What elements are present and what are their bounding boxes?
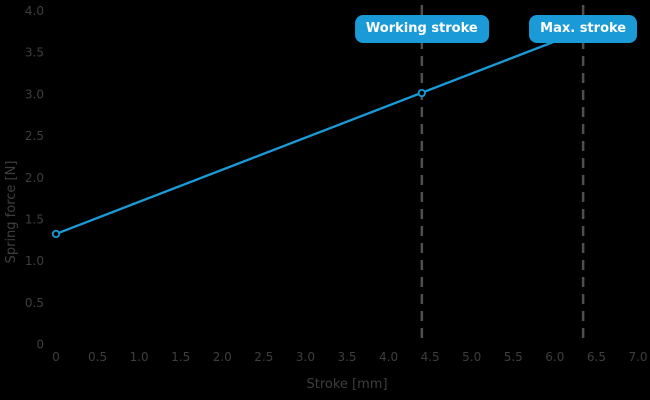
series-lines — [51, 29, 584, 239]
x-tick-label: 5.5 — [504, 350, 523, 364]
y-tick-label: 0 — [36, 338, 44, 352]
y-axis-title: Spring force [N] — [4, 161, 19, 264]
annotation-max-stroke: Max. stroke — [529, 15, 638, 43]
x-tick-label: 0.5 — [88, 350, 107, 364]
x-tick-label: 3.5 — [337, 350, 356, 364]
y-tick-label: 0.5 — [25, 296, 44, 310]
y-tick-label: 2.5 — [25, 129, 44, 143]
force-line — [55, 29, 584, 236]
y-tick-label: 3.0 — [25, 87, 44, 101]
y-axis-tick-labels: 0 0.5 1.0 1.5 2.0 2.5 3.0 3.5 4.0 — [25, 4, 44, 352]
x-tick-label: 0 — [52, 350, 60, 364]
x-tick-label: 2.5 — [254, 350, 273, 364]
x-tick-label: 6.0 — [545, 350, 564, 364]
x-tick-label: 2.0 — [213, 350, 232, 364]
x-tick-label: 3.0 — [296, 350, 315, 364]
y-tick-label: 3.5 — [25, 46, 44, 60]
y-tick-label: 1.5 — [25, 212, 44, 226]
x-tick-label: 7.0 — [628, 350, 647, 364]
y-tick-label: 1.0 — [25, 254, 44, 268]
annotation-working-stroke: Working stroke — [354, 15, 489, 43]
data-point-marker — [417, 88, 426, 98]
data-point-marker — [51, 229, 61, 239]
x-tick-label: 4.0 — [379, 350, 398, 364]
stroke-marker-lines — [420, 5, 585, 345]
x-tick-label: 6.5 — [587, 350, 606, 364]
x-tick-label: 4.5 — [421, 350, 440, 364]
x-tick-label: 1.5 — [171, 350, 190, 364]
x-axis-tick-labels: 0 0.5 1.0 1.5 2.0 2.5 3.0 3.5 4.0 4.5 5.0 5.5 6.0 6.5… — [52, 350, 647, 364]
x-tick-label: 1.0 — [130, 350, 149, 364]
y-tick-label: 4.0 — [25, 4, 44, 18]
x-axis-title: Stroke [mm] — [306, 377, 387, 392]
y-tick-label: 2.0 — [25, 171, 44, 185]
x-tick-label: 5.0 — [462, 350, 481, 364]
